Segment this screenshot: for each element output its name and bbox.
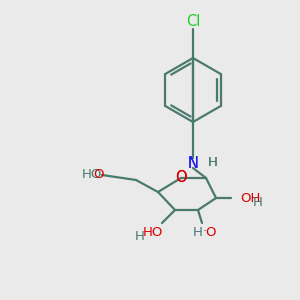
Text: H: H <box>193 226 203 238</box>
Text: HO: HO <box>82 167 102 181</box>
Text: O: O <box>175 170 187 185</box>
Text: N: N <box>188 155 198 170</box>
Text: H: H <box>208 157 218 169</box>
Text: N: N <box>188 155 198 170</box>
Text: HO: HO <box>143 226 163 238</box>
Text: OH: OH <box>240 191 260 205</box>
Text: O: O <box>93 167 103 181</box>
Text: O: O <box>205 226 215 238</box>
Text: ·: · <box>203 226 207 238</box>
Text: H: H <box>135 230 145 242</box>
Text: O: O <box>175 170 187 185</box>
Text: Cl: Cl <box>186 14 200 29</box>
Text: H: H <box>253 196 263 208</box>
Text: H: H <box>208 157 218 169</box>
